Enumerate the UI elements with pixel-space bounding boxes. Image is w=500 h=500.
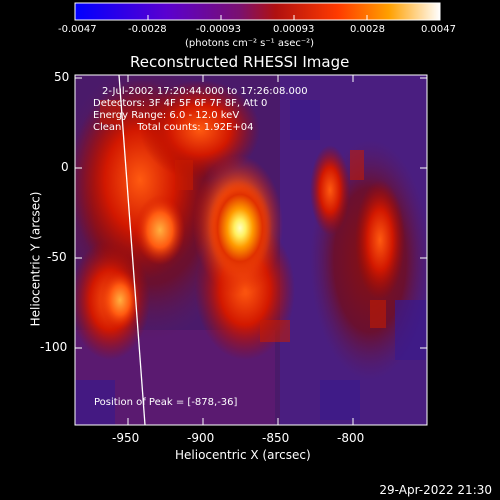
rhessi-image <box>75 75 427 425</box>
y-tick-label: -100 <box>40 340 68 354</box>
x-tick-label: -800 <box>337 431 365 445</box>
detectors-text: Detectors: 3F 4F 5F 6F 7F 8F, Att 0 <box>93 98 268 109</box>
colorbar-units: (photons cm⁻² s⁻¹ asec⁻²) <box>185 38 315 49</box>
colorbar-frame <box>74 2 441 21</box>
colorbar-tick-label: -0.0047 <box>58 24 97 35</box>
y-tick-label: 0 <box>61 160 69 174</box>
plot-frame <box>74 74 428 426</box>
x-tick-label: -850 <box>262 431 290 445</box>
x-tick-label: -950 <box>112 431 140 445</box>
y-tick-label: -50 <box>47 250 67 264</box>
y-axis-label: Heliocentric Y (arcsec) <box>28 191 43 327</box>
solar-limb-line <box>118 75 146 425</box>
colorbar-tick-label: -0.0028 <box>128 24 167 35</box>
colorbar-tick-label: 0.00093 <box>273 24 315 35</box>
y-ticks <box>75 77 427 349</box>
colorbar-tick-label: 0.0028 <box>350 24 385 35</box>
colorbar-tick-label: 0.0047 <box>421 24 456 35</box>
clean-counts-text: Clean Total counts: 1.92E+04 <box>93 122 254 133</box>
timestamp: 29-Apr-2022 21:30 <box>379 483 492 497</box>
x-ticks <box>127 75 354 425</box>
x-axis-label: Heliocentric X (arcsec) <box>175 448 311 462</box>
peak-position-label: Position of Peak = [-878,-36] <box>94 397 238 408</box>
time-range-text: 2-Jul-2002 17:20:44.000 to 17:26:08.000 <box>102 86 308 97</box>
colorbar-tick-label: -0.00093 <box>196 24 241 35</box>
plot-title: Reconstructed RHESSI Image <box>130 53 350 71</box>
x-tick-label: -900 <box>187 431 215 445</box>
y-tick-label: 50 <box>54 70 70 84</box>
colorbar-ticks <box>74 15 441 20</box>
colorbar-gradient <box>75 3 440 20</box>
energy-range-text: Energy Range: 6.0 - 12.0 keV <box>93 110 240 121</box>
